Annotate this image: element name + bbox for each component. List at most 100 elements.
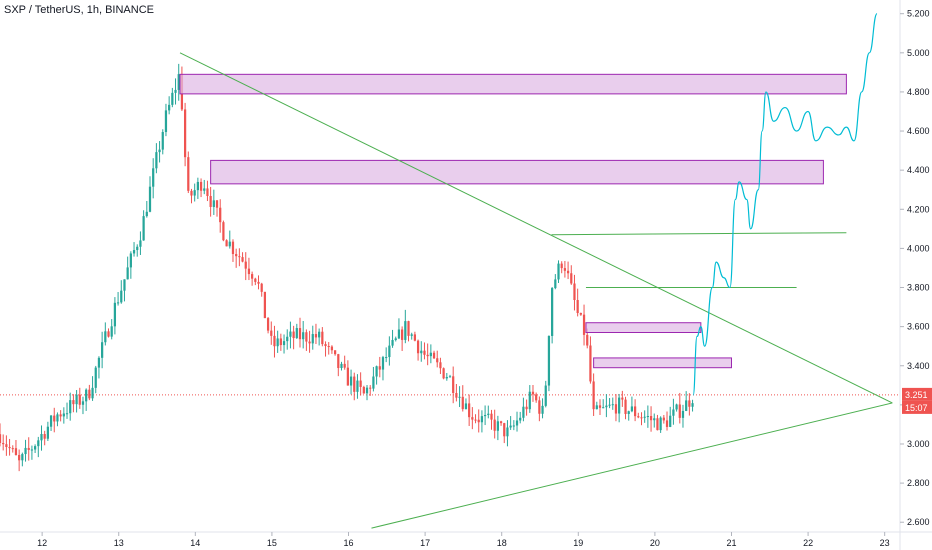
candle-body xyxy=(215,200,219,208)
candle-body xyxy=(145,211,148,217)
candle-body xyxy=(362,386,365,394)
candle-body xyxy=(662,417,665,421)
candle-body xyxy=(493,419,496,431)
candle-body xyxy=(314,334,318,338)
price-tick-label: 2.600 xyxy=(907,517,930,527)
candle-body xyxy=(544,385,547,406)
price-tick-label: 5.200 xyxy=(907,9,930,19)
candle-body xyxy=(203,188,206,191)
candle-body xyxy=(579,313,582,315)
candle-body xyxy=(62,413,65,417)
candle-body xyxy=(107,331,110,337)
price-tick-label: 3.600 xyxy=(907,322,930,332)
candle-body xyxy=(97,357,101,368)
supply-zones-layer xyxy=(179,73,847,369)
candle-body xyxy=(59,414,62,417)
candle-body xyxy=(570,273,573,284)
candle-body xyxy=(452,376,455,393)
candle-body xyxy=(349,376,353,386)
candle-body xyxy=(640,417,643,419)
candle-body xyxy=(557,263,560,280)
candle-body xyxy=(503,423,506,437)
candle-body xyxy=(547,335,551,386)
candle-body xyxy=(391,339,394,346)
candle-body xyxy=(196,181,199,191)
price-tick-label: 3.400 xyxy=(907,361,930,371)
candle-body xyxy=(343,363,346,368)
candle-body xyxy=(566,270,570,274)
projected-price-path xyxy=(692,13,878,396)
candle-body xyxy=(123,279,126,291)
candle-body xyxy=(132,250,136,254)
candle-body xyxy=(573,283,576,301)
candle-body xyxy=(487,413,490,415)
candle-body xyxy=(289,331,292,337)
candle-body xyxy=(656,418,659,431)
candle-body xyxy=(474,419,477,421)
candle-body xyxy=(598,405,602,408)
candle-body xyxy=(235,254,238,257)
candle-body xyxy=(602,407,605,409)
candle-body xyxy=(369,387,372,389)
candle-body xyxy=(496,421,499,431)
candle-body xyxy=(378,366,381,370)
price-axis[interactable]: 5.200 5.000 4.800 4.600 4.400 4.200 4.000 3.800… xyxy=(899,0,930,550)
candle-body xyxy=(531,391,535,395)
candle-body xyxy=(595,405,598,410)
candle-body xyxy=(209,196,212,207)
time-tick-label: 13 xyxy=(114,538,124,548)
trendline xyxy=(371,402,893,529)
candle-body xyxy=(685,400,688,411)
candle-body xyxy=(538,400,541,414)
candle-body xyxy=(372,376,375,389)
candle-body xyxy=(420,350,423,354)
candle-body xyxy=(624,399,627,414)
time-tick-label: 21 xyxy=(726,538,736,548)
candle-body xyxy=(238,256,241,258)
candle-body xyxy=(643,416,646,418)
time-tick-label: 12 xyxy=(37,538,47,548)
candle-body xyxy=(691,403,694,407)
candle-body xyxy=(618,397,621,414)
candle-body xyxy=(455,392,458,398)
candle-body xyxy=(129,253,132,268)
candle-body xyxy=(397,329,401,339)
candle-body xyxy=(324,344,327,347)
candle-body xyxy=(91,387,94,399)
candle-body xyxy=(669,415,672,427)
candle-body xyxy=(426,354,429,357)
candle-body xyxy=(330,346,334,351)
time-tick-label: 22 xyxy=(803,538,813,548)
countdown-badge-bg xyxy=(902,400,932,414)
candle-body xyxy=(49,415,53,427)
candle-body xyxy=(85,389,88,402)
candle-body xyxy=(659,417,662,431)
candle-body xyxy=(142,216,145,241)
candle-body xyxy=(672,409,675,416)
candle-body xyxy=(576,300,579,314)
candle-body xyxy=(158,149,161,153)
candle-body xyxy=(528,391,531,410)
candle-body xyxy=(0,434,2,444)
candle-body xyxy=(219,207,222,223)
candle-body xyxy=(646,416,649,418)
candle-body xyxy=(321,331,324,345)
candle-body xyxy=(183,109,187,158)
candle-body xyxy=(445,377,448,379)
candle-body xyxy=(273,335,276,347)
candle-body xyxy=(678,404,681,418)
candle-body xyxy=(535,394,538,401)
time-axis[interactable]: 12 13 14 15 16 17 18 19 20 21 22 23 xyxy=(0,531,932,548)
candle-body xyxy=(333,350,337,355)
supply-zone-box xyxy=(585,322,702,333)
price-tick-label: 4.400 xyxy=(907,165,930,175)
candle-body xyxy=(675,404,678,410)
candle-body xyxy=(5,444,8,447)
candle-body xyxy=(152,168,155,187)
candle-body xyxy=(260,283,263,292)
candle-body xyxy=(608,404,611,406)
candle-body xyxy=(525,406,528,410)
time-tick-label: 15 xyxy=(267,538,277,548)
candle-body xyxy=(212,200,215,207)
